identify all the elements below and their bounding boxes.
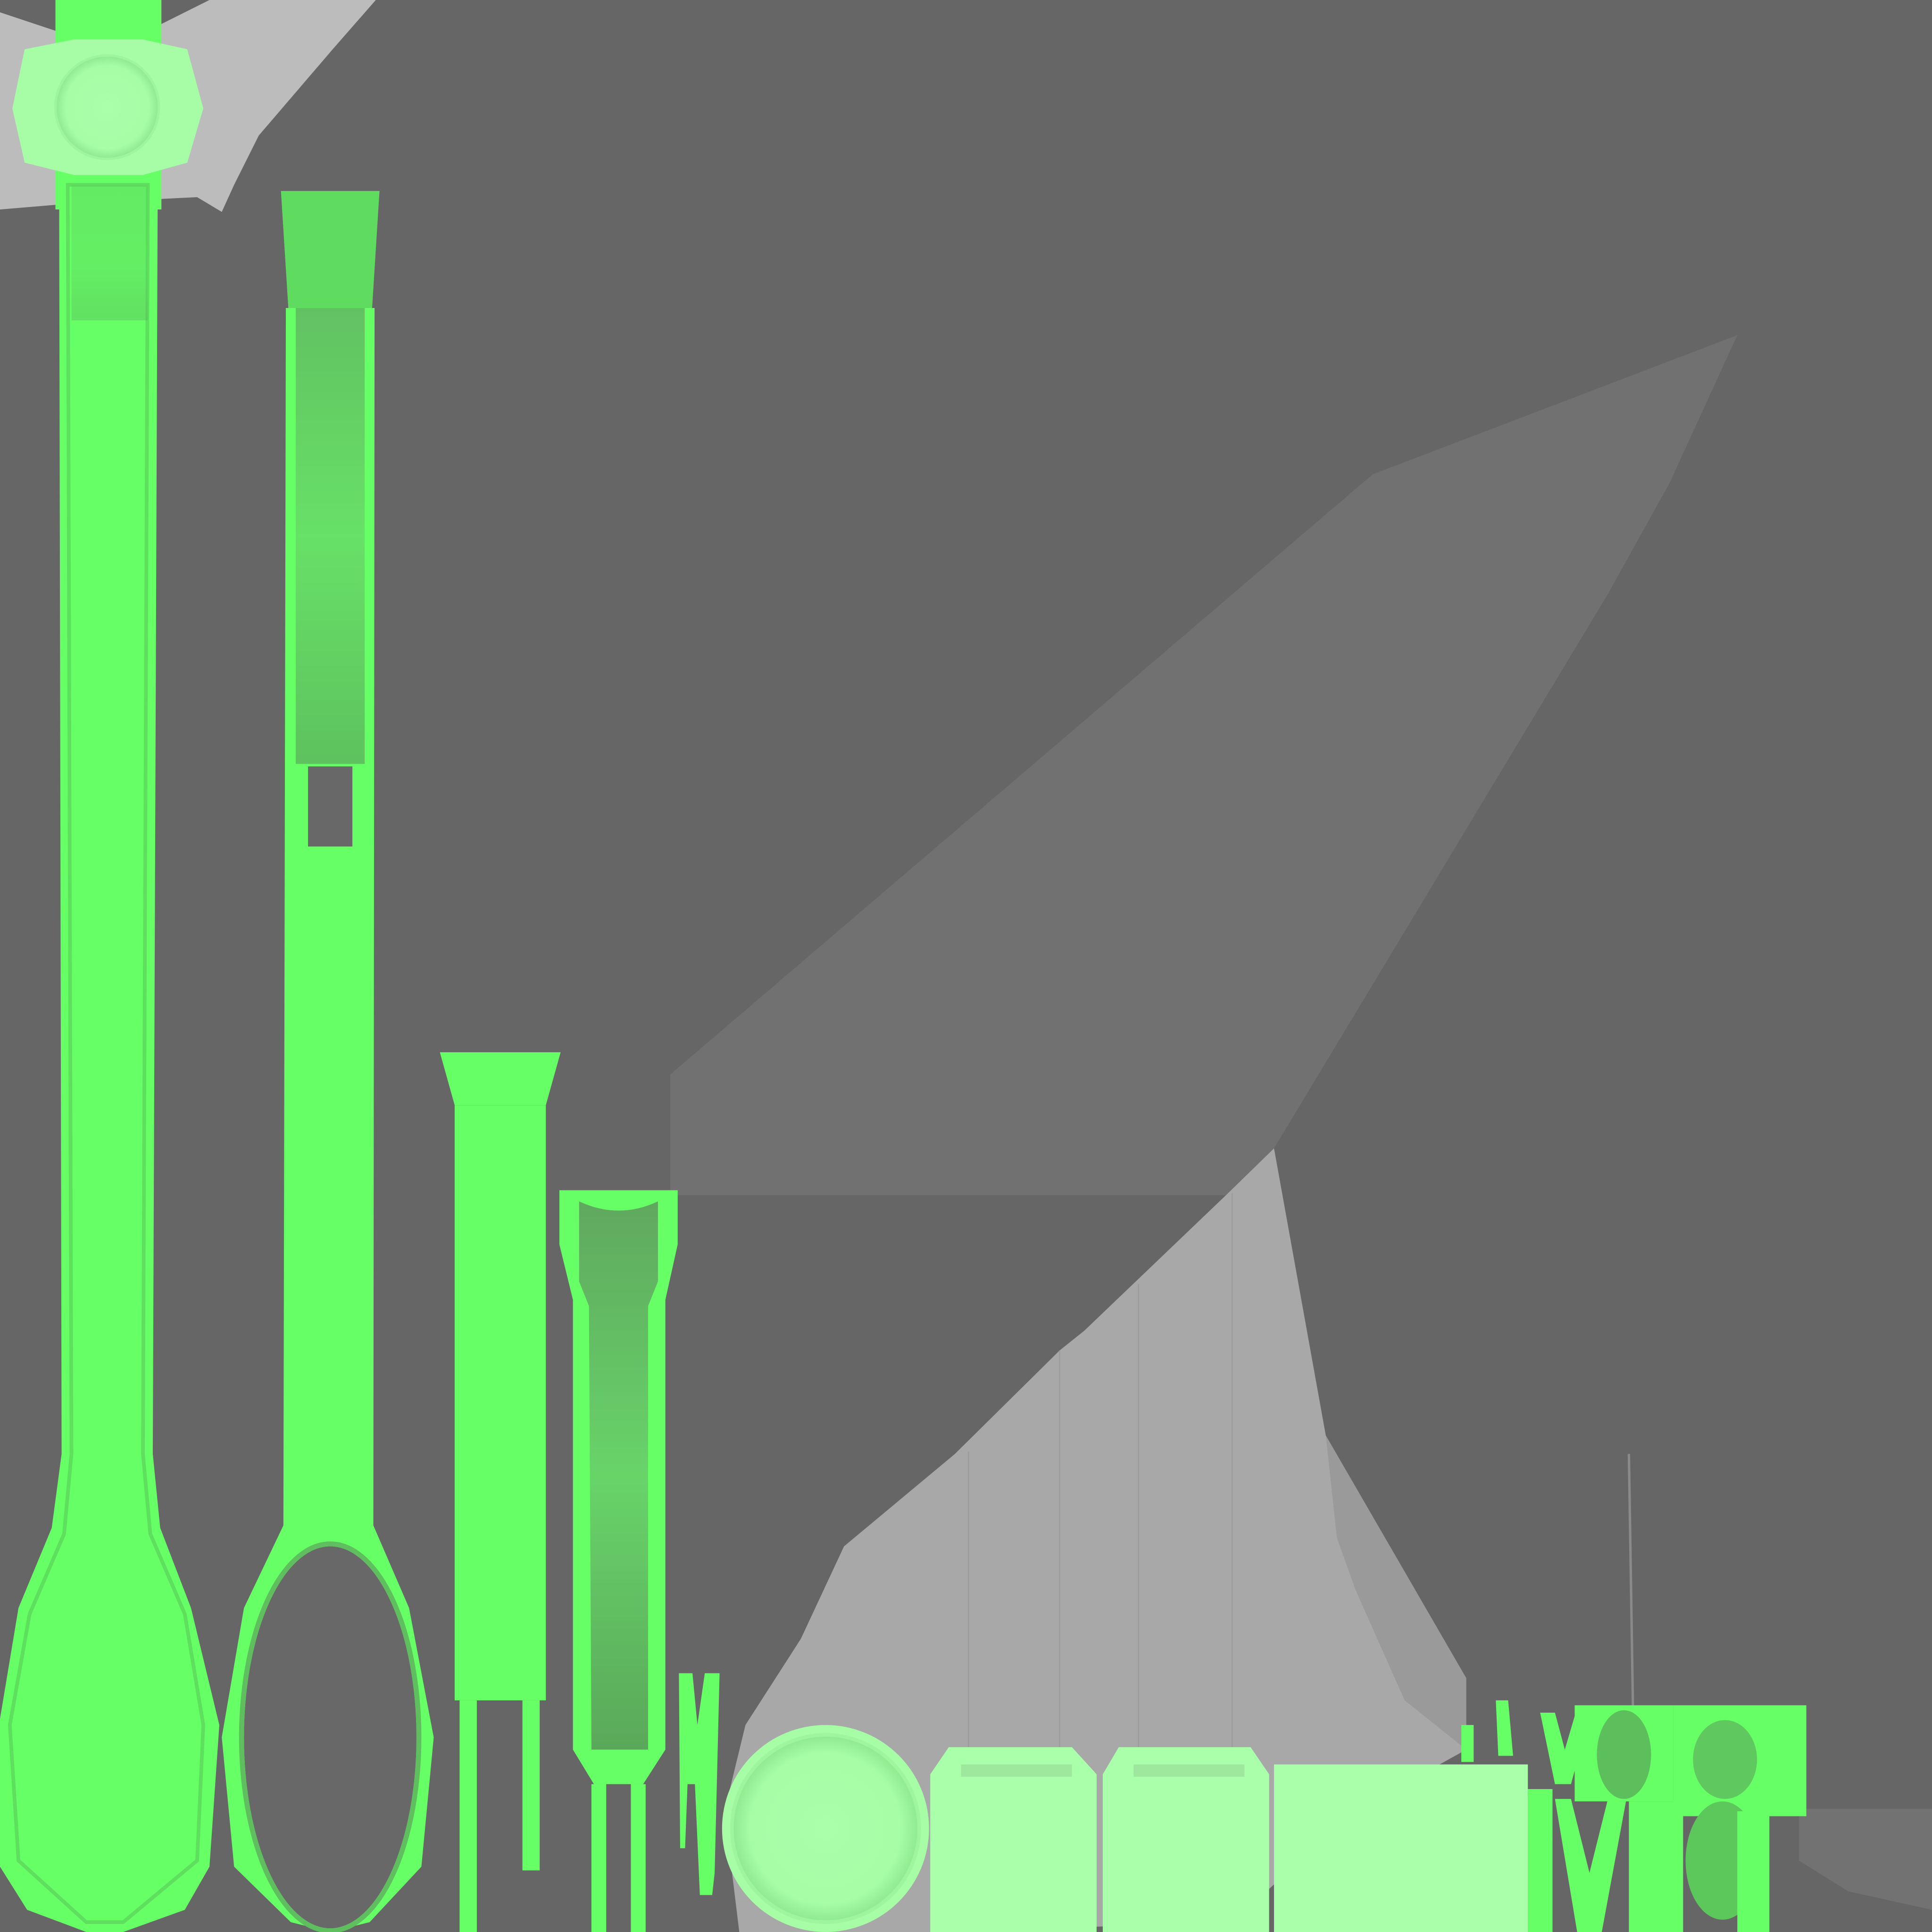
edge-uv-island — [1799, 1808, 1932, 1910]
guard-shadow-facet — [1325, 1435, 1466, 1750]
shaft-piece-2 — [222, 191, 434, 1932]
disc-piece-1 — [12, 39, 204, 175]
shaft-piece-3 — [440, 1052, 561, 1932]
disc-piece-2 — [722, 1725, 929, 1932]
blade-uv-island — [670, 335, 1738, 1195]
small-green-cluster — [1461, 1700, 1807, 1932]
shaft-piece-4 — [559, 1190, 678, 1932]
pale-box-row — [930, 1747, 1528, 1932]
guard-uv-island — [724, 1148, 1466, 1932]
small-green-piece — [679, 1673, 720, 1895]
